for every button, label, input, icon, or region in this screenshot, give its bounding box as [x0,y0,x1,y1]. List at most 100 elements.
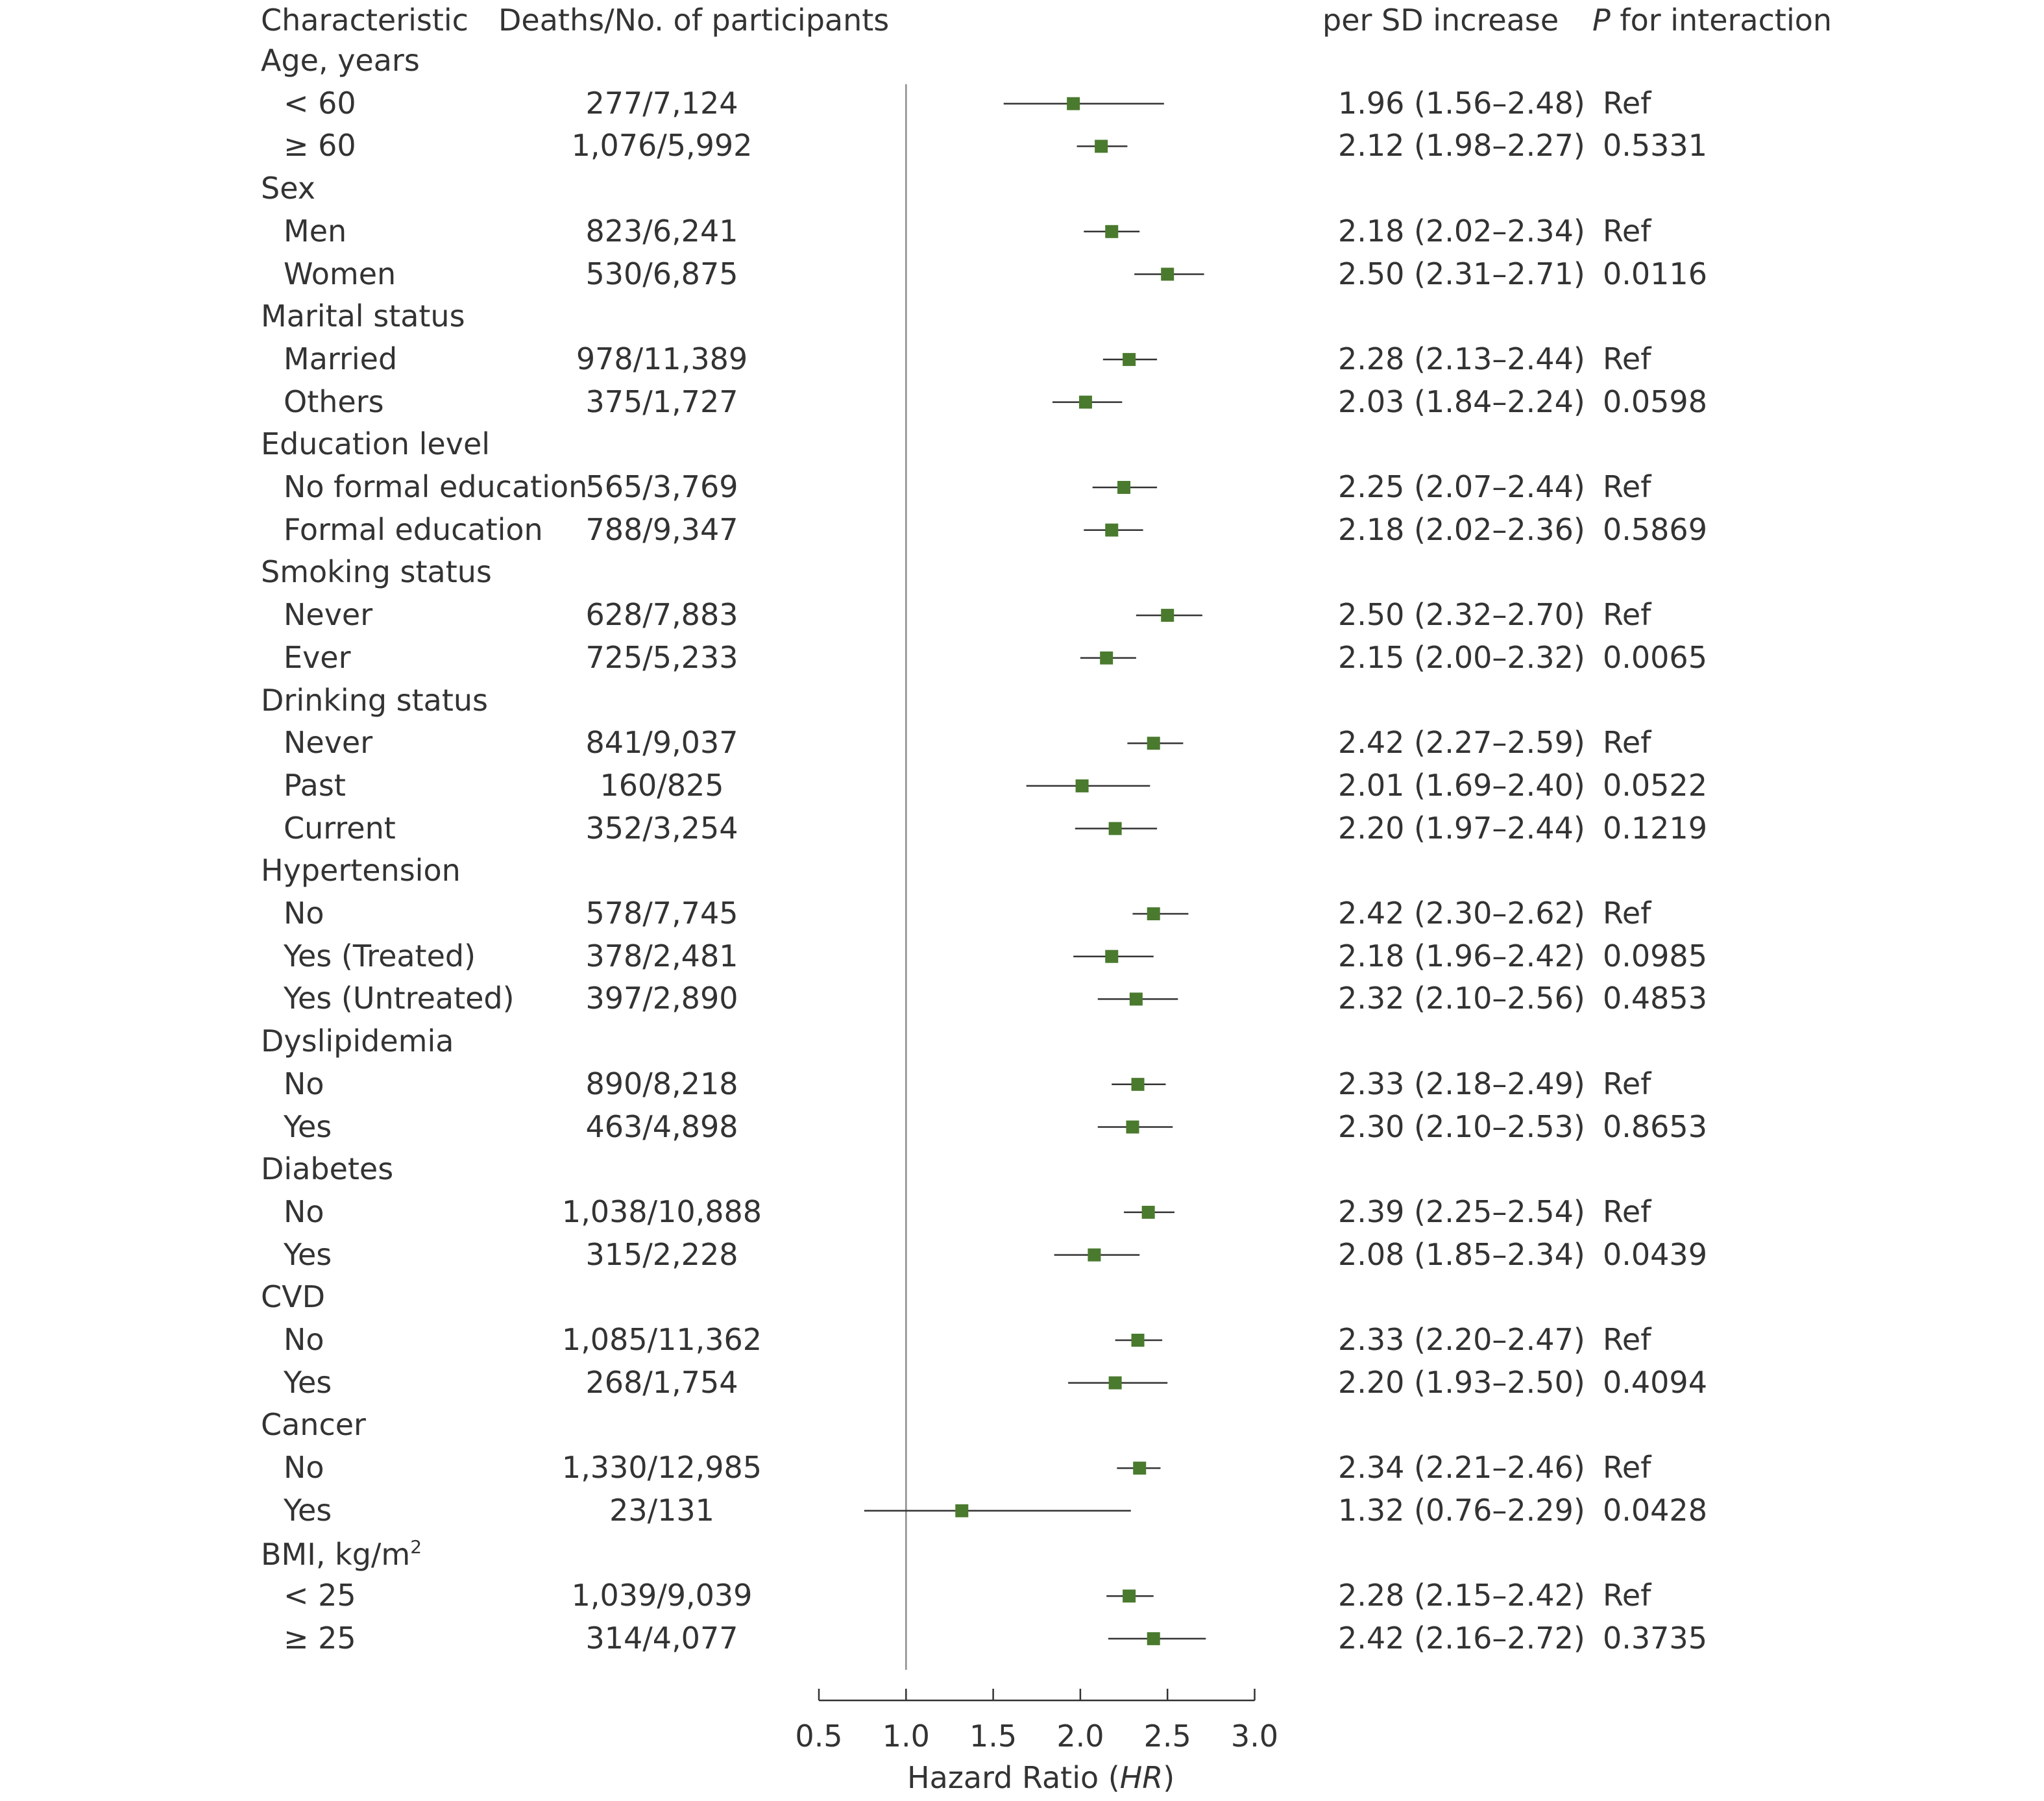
p-interaction-value: 0.0985 [1603,938,1707,974]
hr-point-marker [1147,907,1160,920]
row-label: Men [284,213,347,249]
deaths-value: 378/2,481 [585,938,738,974]
x-tick-label: 3.0 [1230,1719,1279,1754]
hr-point-marker [1100,651,1113,665]
p-interaction-value: Ref [1603,341,1651,376]
hr-ci-value: 2.42 (2.30–2.62) [1338,896,1585,931]
hr-ci-value: 2.42 (2.16–2.72) [1338,1620,1585,1656]
hr-point-marker [1095,140,1108,153]
p-interaction-value: 0.4094 [1603,1364,1707,1400]
hr-point-marker [1147,737,1160,750]
hr-point-marker [1075,779,1089,792]
hr-point-marker [1126,1120,1139,1134]
hr-ci-value: 2.50 (2.31–2.71) [1338,256,1585,291]
hr-point-marker [1105,950,1119,963]
p-interaction-value: Ref [1603,896,1651,931]
p-interaction-value: 0.0116 [1603,256,1707,291]
hr-ci-value: 2.03 (1.84–2.24) [1338,384,1585,419]
hr-point-marker [1105,225,1119,238]
hr-ci-value: 2.01 (1.69–2.40) [1338,767,1585,803]
header-per-sd: per SD increase [1322,5,1559,35]
hr-ci-value: 2.08 (1.85–2.34) [1338,1236,1585,1272]
group-label: Education level [261,426,491,462]
deaths-value: 823/6,241 [585,213,738,249]
deaths-value: 788/9,347 [585,511,738,547]
row-label: Never [284,725,373,761]
row-label: Never [284,597,373,633]
deaths-value: 841/9,037 [585,725,738,761]
header-p-interaction: P for interaction [1592,5,1832,35]
deaths-value: 725/5,233 [585,639,738,675]
deaths-value: 277/7,124 [585,85,738,121]
p-interaction-value: 0.0522 [1603,767,1707,803]
hr-ci-value: 2.15 (2.00–2.32) [1338,639,1585,675]
deaths-value: 530/6,875 [585,256,738,291]
row-label: ≥ 25 [284,1620,356,1656]
hr-ci-value: 2.33 (2.18–2.49) [1338,1066,1585,1101]
row-label: Married [284,341,398,376]
row-label: Current [284,810,396,846]
hr-ci-value: 2.20 (1.93–2.50) [1338,1364,1585,1400]
deaths-value: 352/3,254 [585,810,738,846]
hr-point-marker [1131,1334,1145,1347]
hr-point-marker [1067,97,1080,110]
hr-point-marker [1141,1205,1155,1219]
hr-ci-value: 2.18 (2.02–2.36) [1338,511,1585,547]
hr-point-marker [1161,267,1174,281]
p-interaction-value: Ref [1603,1194,1651,1229]
x-axis-title-prefix: Hazard Ratio ( [907,1760,1120,1795]
group-label-with-sup: BMI, kg/m2 [261,1538,422,1569]
row-label: Past [284,767,346,803]
deaths-value: 1,076/5,992 [571,128,753,164]
group-label: Age, years [261,43,420,78]
hr-point-marker [1088,1248,1101,1262]
p-interaction-value: Ref [1603,213,1651,249]
group-label: Drinking status [261,682,489,718]
row-label: Ever [284,639,351,675]
row-label: No formal education [284,469,588,504]
row-label: Yes [284,1492,332,1528]
header-characteristic: Characteristic [261,3,468,38]
header-per-sd-text: per SD increase [1322,3,1559,38]
hr-point-marker [1117,481,1131,494]
hr-ci-value: 2.50 (2.32–2.70) [1338,597,1585,633]
x-tick-label: 2.5 [1143,1719,1191,1754]
x-tick-label: 1.0 [882,1719,930,1754]
deaths-value: 1,038/10,888 [561,1194,762,1229]
hr-point-marker [1123,1589,1136,1603]
hr-ci-value: 2.28 (2.13–2.44) [1338,341,1585,376]
x-axis-title-italic: HR [1119,1760,1163,1795]
row-label: Yes [284,1364,332,1400]
hr-ci-value: 2.18 (2.02–2.34) [1338,213,1585,249]
hr-ci-value: 2.32 (2.10–2.56) [1338,981,1585,1016]
hr-point-marker [1161,609,1174,622]
hr-ci-value: 2.20 (1.97–2.44) [1338,810,1585,846]
group-label: BMI, kg/m [261,1536,411,1572]
p-interaction-value: 0.8653 [1603,1109,1707,1144]
p-interaction-value: Ref [1603,85,1651,121]
deaths-value: 463/4,898 [585,1109,738,1144]
deaths-value: 314/4,077 [585,1620,738,1656]
p-interaction-value: Ref [1603,469,1651,504]
row-label: ≥ 60 [284,128,356,164]
hr-ci-value: 2.12 (1.98–2.27) [1338,128,1585,164]
p-interaction-value: 0.0428 [1603,1492,1707,1528]
x-axis-title: Hazard Ratio (HR) [907,1763,1174,1793]
p-interaction-value: Ref [1603,1322,1651,1357]
group-label: Smoking status [261,554,492,590]
row-label: Others [284,384,384,419]
deaths-value: 23/131 [609,1492,714,1528]
deaths-value: 978/11,389 [576,341,748,376]
hr-ci-value: 1.32 (0.76–2.29) [1338,1492,1585,1528]
group-label: Dyslipidemia [261,1023,454,1059]
p-interaction-value: 0.0439 [1603,1236,1707,1272]
hr-point-marker [1108,1376,1122,1390]
p-interaction-value: 0.3735 [1603,1620,1707,1656]
deaths-value: 1,039/9,039 [571,1578,753,1613]
p-interaction-value: 0.1219 [1603,810,1707,846]
row-label: < 60 [284,85,356,121]
hr-ci-value: 2.18 (1.96–2.42) [1338,938,1585,974]
group-label-superscript: 2 [410,1536,422,1558]
p-interaction-value: Ref [1603,1578,1651,1613]
